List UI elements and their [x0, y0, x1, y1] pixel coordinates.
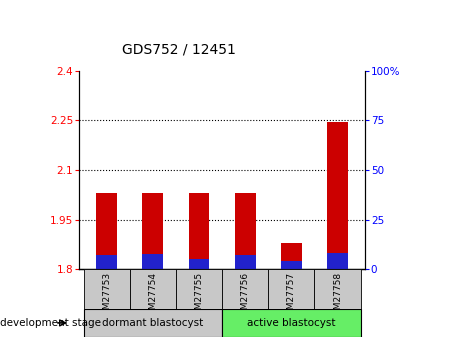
Bar: [327, 122, 348, 269]
Text: active blastocyst: active blastocyst: [247, 318, 336, 328]
Bar: [96, 193, 117, 269]
Bar: [281, 261, 302, 269]
Bar: [189, 193, 209, 269]
Bar: [281, 243, 302, 269]
Bar: [235, 255, 256, 269]
Text: GSM27755: GSM27755: [194, 272, 203, 322]
Bar: [235, 193, 256, 269]
Text: GDS752 / 12451: GDS752 / 12451: [122, 43, 236, 57]
Text: dormant blastocyst: dormant blastocyst: [102, 318, 203, 328]
Bar: [314, 269, 361, 309]
Bar: [83, 269, 130, 309]
Text: GSM27758: GSM27758: [333, 272, 342, 322]
Bar: [327, 253, 348, 269]
Bar: [268, 269, 314, 309]
Bar: [143, 193, 163, 269]
Text: GSM27757: GSM27757: [287, 272, 296, 322]
Bar: [130, 269, 176, 309]
Text: GSM27754: GSM27754: [148, 272, 157, 321]
Bar: [83, 309, 222, 337]
Bar: [96, 255, 117, 269]
Bar: [222, 269, 268, 309]
Text: GSM27756: GSM27756: [241, 272, 250, 322]
Text: development stage: development stage: [0, 318, 101, 328]
Bar: [222, 309, 361, 337]
Bar: [143, 254, 163, 269]
Bar: [176, 269, 222, 309]
Bar: [189, 259, 209, 269]
Text: GSM27753: GSM27753: [102, 272, 111, 322]
